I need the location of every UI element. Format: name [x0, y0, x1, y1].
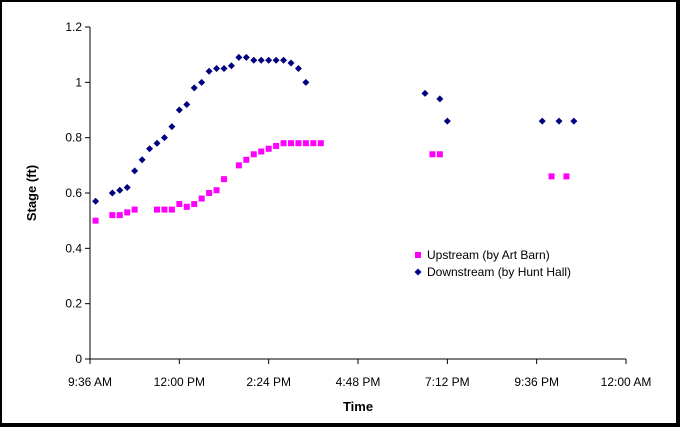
x-tick-label: 7:12 PM [425, 375, 470, 389]
downstream-point [92, 197, 100, 205]
upstream-point [183, 203, 190, 210]
y-tick-label: 1 [75, 75, 82, 89]
upstream-point [273, 142, 280, 149]
downstream-point [272, 56, 280, 64]
downstream-point [227, 62, 235, 70]
upstream-point [436, 151, 443, 158]
y-axis-ticks: 0 0.2 0.4 0.6 0.8 1 1.2 [65, 20, 90, 366]
upstream-point [265, 145, 272, 152]
x-tick-label: 2:24 PM [246, 375, 291, 389]
y-tick-label: 0.2 [65, 297, 82, 311]
upstream-point [280, 140, 287, 147]
downstream-point [168, 123, 176, 131]
upstream-point [116, 212, 123, 219]
y-axis-title: Stage (ft) [24, 165, 39, 221]
upstream-point [288, 140, 294, 147]
downstream-point [538, 117, 546, 125]
downstream-point [190, 84, 198, 92]
downstream-point [116, 186, 124, 194]
downstream-point [235, 53, 243, 61]
x-tick-label: 9:36 AM [68, 375, 112, 389]
y-tick-label: 1.2 [65, 20, 82, 34]
downstream-point [257, 56, 265, 64]
upstream-point [302, 140, 309, 147]
upstream-point [243, 156, 250, 163]
downstream-point [213, 65, 221, 72]
upstream-point [563, 173, 570, 180]
upstream-point [258, 148, 265, 155]
y-tick-label: 0.8 [65, 131, 82, 145]
downstream-point [153, 139, 161, 147]
upstream-point [206, 190, 213, 196]
downstream-point [555, 117, 563, 125]
downstream-point [175, 106, 183, 114]
x-tick-label: 12:00 PM [154, 375, 205, 389]
series-layer [92, 53, 578, 224]
y-tick-label: 0.4 [65, 241, 82, 255]
downstream-point [302, 78, 310, 86]
y-tick-label: 0 [75, 352, 82, 366]
downstream-point [183, 100, 191, 108]
legend-marker-upstream [415, 252, 421, 258]
upstream-point [176, 201, 183, 208]
upstream-point [221, 176, 227, 183]
upstream-point [92, 217, 99, 224]
series-downstream [92, 53, 578, 205]
upstream-point [191, 201, 198, 208]
downstream-point [123, 183, 131, 191]
y-tick-label: 0.6 [65, 186, 82, 200]
legend-marker-downstream [414, 268, 422, 276]
downstream-point [443, 117, 451, 125]
downstream-point [146, 145, 154, 153]
upstream-point [109, 212, 116, 219]
x-tick-label: 9:36 PM [514, 375, 559, 389]
upstream-point [250, 151, 257, 158]
downstream-point [205, 67, 213, 75]
x-axis-ticks: 9:36 AM 12:00 PM 2:24 PM 4:48 PM 7:12 PM 9:36… [68, 359, 651, 389]
x-tick-label: 12:00 AM [601, 375, 652, 389]
upstream-point [131, 206, 138, 213]
upstream-point [124, 209, 131, 216]
legend: Upstream (by Art Barn) Downstream (by Hu… [414, 248, 571, 279]
upstream-point [548, 173, 555, 180]
downstream-point [160, 134, 168, 142]
downstream-point [131, 167, 139, 175]
downstream-point [242, 53, 250, 61]
legend-label-downstream: Downstream (by Hunt Hall) [427, 265, 571, 279]
downstream-point [280, 56, 288, 64]
downstream-point [265, 56, 273, 64]
downstream-point [570, 117, 578, 125]
upstream-point [429, 151, 436, 158]
downstream-point [108, 189, 116, 197]
upstream-point [213, 187, 220, 194]
upstream-point [235, 162, 242, 169]
axes [89, 27, 626, 360]
downstream-point [220, 65, 228, 72]
upstream-point [161, 206, 168, 213]
upstream-point [317, 140, 324, 147]
downstream-point [294, 65, 302, 72]
series-upstream [92, 140, 570, 224]
upstream-point [198, 195, 205, 202]
downstream-point [250, 56, 258, 64]
x-tick-label: 4:48 PM [336, 375, 381, 389]
downstream-point [138, 156, 146, 164]
upstream-point [295, 140, 302, 147]
downstream-point [436, 95, 444, 103]
x-axis-title: Time [343, 399, 373, 414]
downstream-point [198, 78, 206, 86]
downstream-point [421, 89, 429, 97]
upstream-point [310, 140, 317, 147]
legend-label-upstream: Upstream (by Art Barn) [427, 248, 550, 262]
downstream-point [287, 59, 295, 67]
upstream-point [154, 206, 160, 213]
upstream-point [168, 206, 175, 213]
